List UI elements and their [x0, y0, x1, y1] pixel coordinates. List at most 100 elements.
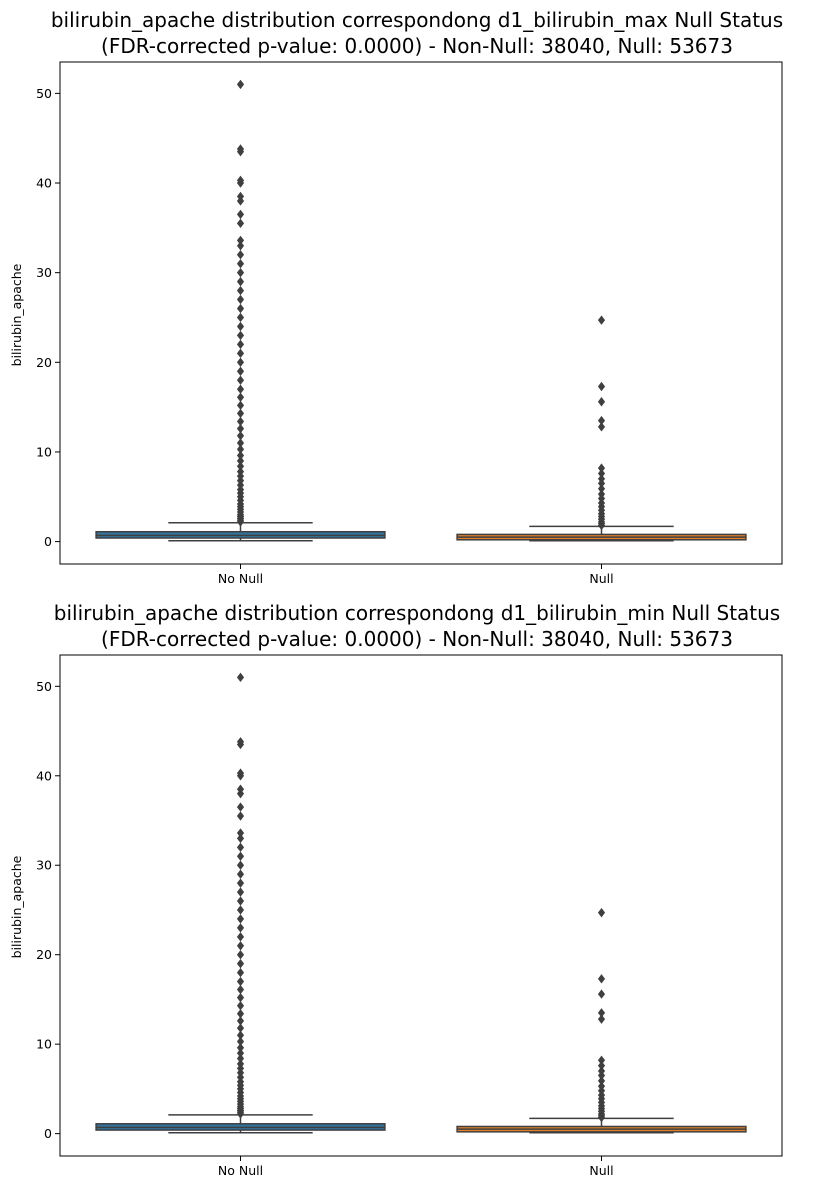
outlier-point: [236, 366, 245, 376]
outlier-point: [236, 144, 245, 154]
outlier-point: [236, 842, 245, 853]
y-tick-label: 0: [44, 534, 52, 549]
y-axis-label: bilirubin_apache: [9, 263, 24, 366]
outlier-point: [236, 416, 245, 427]
outlier-point: [236, 784, 245, 794]
x-tick-label: Null: [589, 571, 613, 586]
outlier-point: [236, 450, 245, 461]
outlier-point: [597, 397, 606, 407]
outlier-point: [236, 285, 245, 296]
outlier-point: [236, 967, 245, 978]
outlier-point: [597, 381, 606, 392]
outlier-point: [236, 431, 245, 441]
outlier-point: [236, 375, 245, 385]
outlier-point: [597, 1060, 606, 1071]
outlier-point: [236, 423, 245, 434]
outlier-point: [597, 484, 606, 494]
outlier-point: [597, 907, 606, 918]
outlier-point: [236, 175, 245, 186]
outlier-point: [236, 1043, 245, 1053]
outlier-point: [236, 408, 245, 419]
chart-title: bilirubin_apache distribution correspond…: [54, 601, 780, 625]
outlier-point: [597, 489, 606, 499]
y-tick-label: 0: [44, 1126, 52, 1141]
chart-subtitle: (FDR-corrected p-value: 0.0000) - Non-Nu…: [101, 34, 733, 58]
outlier-point: [236, 914, 245, 924]
outlier-point: [236, 923, 245, 933]
box-no-null: [95, 79, 386, 542]
outlier-point: [236, 209, 245, 220]
y-tick-label: 10: [36, 444, 52, 459]
outlier-point: [236, 869, 245, 879]
outlier-point: [236, 976, 245, 987]
plot-frame: [59, 654, 783, 1157]
outlier-point: [236, 241, 245, 251]
x-tick-label: No Null: [218, 1163, 263, 1178]
outlier-point: [236, 303, 245, 314]
outlier-point: [597, 422, 606, 432]
outlier-point: [236, 887, 245, 897]
outlier-point: [236, 191, 245, 202]
outlier-point: [597, 1014, 606, 1024]
panel-1: bilirubin_apache distribution correspond…: [9, 8, 783, 586]
y-tick-label: 50: [36, 86, 52, 101]
outlier-point: [597, 463, 606, 473]
outlier-point: [597, 989, 606, 999]
outlier-point: [236, 294, 245, 305]
outlier-point: [236, 466, 245, 477]
outlier-point: [236, 444, 245, 454]
outlier-point: [236, 1009, 245, 1019]
outlier-point: [236, 392, 245, 402]
y-tick-label: 50: [36, 679, 52, 694]
panel-2: bilirubin_apache distribution correspond…: [9, 601, 783, 1178]
outlier-point: [236, 1001, 245, 1011]
outlier-point: [236, 905, 245, 915]
outlier-point: [236, 941, 245, 951]
y-axis-label: bilirubin_apache: [9, 855, 24, 958]
y-tick-label: 30: [36, 858, 52, 873]
outlier-point: [236, 235, 245, 246]
outlier-point: [236, 984, 245, 995]
outlier-point: [236, 357, 245, 367]
outlier-point: [597, 1066, 606, 1076]
outlier-point: [597, 1076, 606, 1086]
y-tick-label: 20: [36, 355, 52, 370]
outlier-point: [236, 878, 245, 888]
outlier-point: [236, 768, 245, 778]
plot-frame: [59, 61, 783, 565]
outlier-point: [236, 330, 245, 341]
outlier-point: [236, 400, 245, 411]
outlier-point: [236, 1036, 245, 1047]
outlier-point: [236, 1023, 245, 1033]
outlier-point: [236, 1048, 245, 1058]
box-null: [456, 315, 747, 542]
chart-title: bilirubin_apache distribution correspond…: [51, 8, 783, 32]
outlier-point: [597, 974, 606, 984]
outlier-point: [236, 276, 245, 287]
outlier-point: [236, 672, 245, 683]
outlier-point: [597, 315, 606, 325]
box-null: [456, 907, 747, 1134]
outlier-point: [236, 932, 245, 942]
outlier-point: [236, 339, 245, 350]
outlier-point: [236, 1016, 245, 1026]
y-tick-label: 20: [36, 947, 52, 962]
outlier-point: [236, 259, 245, 269]
outlier-point: [236, 950, 245, 960]
chart-subtitle: (FDR-corrected p-value: 0.0000) - Non-Nu…: [101, 627, 733, 651]
outlier-point: [597, 474, 606, 484]
outlier-point: [236, 456, 245, 466]
outlier-point: [236, 461, 245, 471]
outlier-point: [236, 250, 245, 260]
outlier-point: [236, 828, 245, 838]
outlier-point: [597, 1081, 606, 1091]
outlier-point: [236, 438, 245, 448]
outlier-point: [236, 312, 245, 323]
outlier-point: [236, 811, 245, 821]
outlier-point: [597, 468, 606, 479]
outlier-point: [236, 267, 245, 278]
outlier-point: [236, 833, 245, 844]
y-tick-label: 30: [36, 265, 52, 280]
outlier-point: [236, 1053, 245, 1064]
y-tick-label: 40: [36, 768, 52, 783]
